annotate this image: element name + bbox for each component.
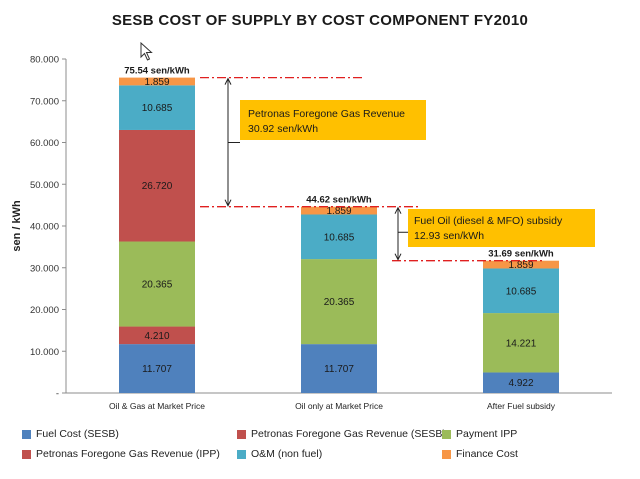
bar-segment bbox=[301, 259, 377, 345]
bar-segment bbox=[483, 260, 559, 269]
data-label: 4.922 bbox=[508, 378, 533, 389]
legend-item: Petronas Foregone Gas Revenue (SESB) bbox=[237, 428, 446, 440]
y-tick-label: 50.000 bbox=[30, 180, 59, 191]
data-label: 10.685 bbox=[142, 103, 173, 114]
legend-label: O&M (non fuel) bbox=[251, 448, 323, 460]
y-tick-label: 80.000 bbox=[30, 55, 59, 66]
legend-item: Petronas Foregone Gas Revenue (IPP) bbox=[22, 448, 220, 460]
legend-label: Petronas Foregone Gas Revenue (SESB) bbox=[251, 428, 446, 440]
bar-segment bbox=[483, 268, 559, 314]
arrowhead bbox=[224, 199, 232, 207]
y-tick-label: 40.000 bbox=[30, 222, 59, 233]
bar-segment bbox=[301, 214, 377, 260]
y-tick-label: 30.000 bbox=[30, 263, 59, 274]
bar-segment bbox=[119, 241, 195, 327]
legend-swatch bbox=[442, 449, 451, 459]
legend-label: Finance Cost bbox=[456, 448, 518, 460]
bar-segment bbox=[119, 85, 195, 130]
total-label: 75.54 sen/kWh bbox=[124, 66, 190, 77]
legend-item: Payment IPP bbox=[442, 428, 517, 440]
bar-segment bbox=[119, 344, 195, 393]
bar-segment bbox=[119, 77, 195, 86]
bar-segment bbox=[483, 372, 559, 393]
x-tick-label: Oil & Gas at Market Price bbox=[109, 401, 205, 411]
bar-segment bbox=[119, 129, 195, 242]
legend-item: Fuel Cost (SESB) bbox=[22, 428, 119, 440]
annotation-text: 30.92 sen/kWh bbox=[248, 123, 318, 135]
data-label: 10.685 bbox=[324, 232, 355, 243]
arrowhead bbox=[224, 77, 232, 85]
data-label: 1.859 bbox=[508, 260, 533, 271]
annotation-box bbox=[408, 209, 595, 247]
y-tick-label: 20.000 bbox=[30, 305, 59, 316]
legend-swatch bbox=[237, 429, 246, 439]
total-label: 44.62 sen/kWh bbox=[306, 195, 372, 206]
bar-segment bbox=[119, 326, 195, 345]
y-axis-label: sen / kWh bbox=[11, 200, 23, 252]
legend-label: Petronas Foregone Gas Revenue (IPP) bbox=[36, 448, 220, 460]
y-tick-label: 10.000 bbox=[30, 347, 59, 358]
bar-segment bbox=[483, 313, 559, 373]
legend-swatch bbox=[22, 449, 31, 459]
mouse-pointer-icon bbox=[140, 41, 154, 67]
data-label: 1.859 bbox=[326, 206, 351, 217]
data-label: 14.221 bbox=[506, 338, 537, 349]
legend-swatch bbox=[237, 449, 246, 459]
legend-item: O&M (non fuel) bbox=[237, 448, 322, 460]
legend-swatch bbox=[442, 429, 451, 439]
total-label: 31.69 sen/kWh bbox=[488, 249, 554, 260]
arrowhead bbox=[394, 253, 402, 261]
y-tick-label: - bbox=[56, 389, 59, 400]
y-tick-label: 70.000 bbox=[30, 96, 59, 107]
data-label: 20.365 bbox=[324, 297, 355, 308]
annotation-text: Petronas Foregone Gas Revenue bbox=[248, 108, 405, 120]
data-label: 4.210 bbox=[144, 331, 169, 342]
legend-item: Finance Cost bbox=[442, 448, 518, 460]
data-label: 11.707 bbox=[142, 364, 172, 375]
data-label: 26.720 bbox=[142, 181, 173, 192]
bar-segment bbox=[301, 206, 377, 215]
data-label: 1.859 bbox=[144, 77, 169, 88]
chart-title: SESB COST OF SUPPLY BY COST COMPONENT FY… bbox=[111, 12, 529, 29]
bar-segment bbox=[301, 344, 377, 393]
legend-swatch bbox=[22, 429, 31, 439]
y-tick-label: 60.000 bbox=[30, 138, 59, 149]
data-label: 11.707 bbox=[324, 364, 354, 375]
x-tick-label: After Fuel subsidy bbox=[487, 401, 556, 411]
annotation-box bbox=[240, 100, 426, 140]
legend-label: Fuel Cost (SESB) bbox=[36, 428, 119, 440]
data-label: 10.685 bbox=[506, 286, 537, 297]
annotation-text: Fuel Oil (diesel & MFO) subsidy bbox=[414, 215, 563, 227]
arrowhead bbox=[394, 206, 402, 214]
data-label: 20.365 bbox=[142, 280, 173, 291]
legend-label: Payment IPP bbox=[456, 428, 518, 440]
annotation-text: 12.93 sen/kWh bbox=[414, 230, 484, 242]
x-tick-label: Oil only at Market Price bbox=[295, 401, 383, 411]
